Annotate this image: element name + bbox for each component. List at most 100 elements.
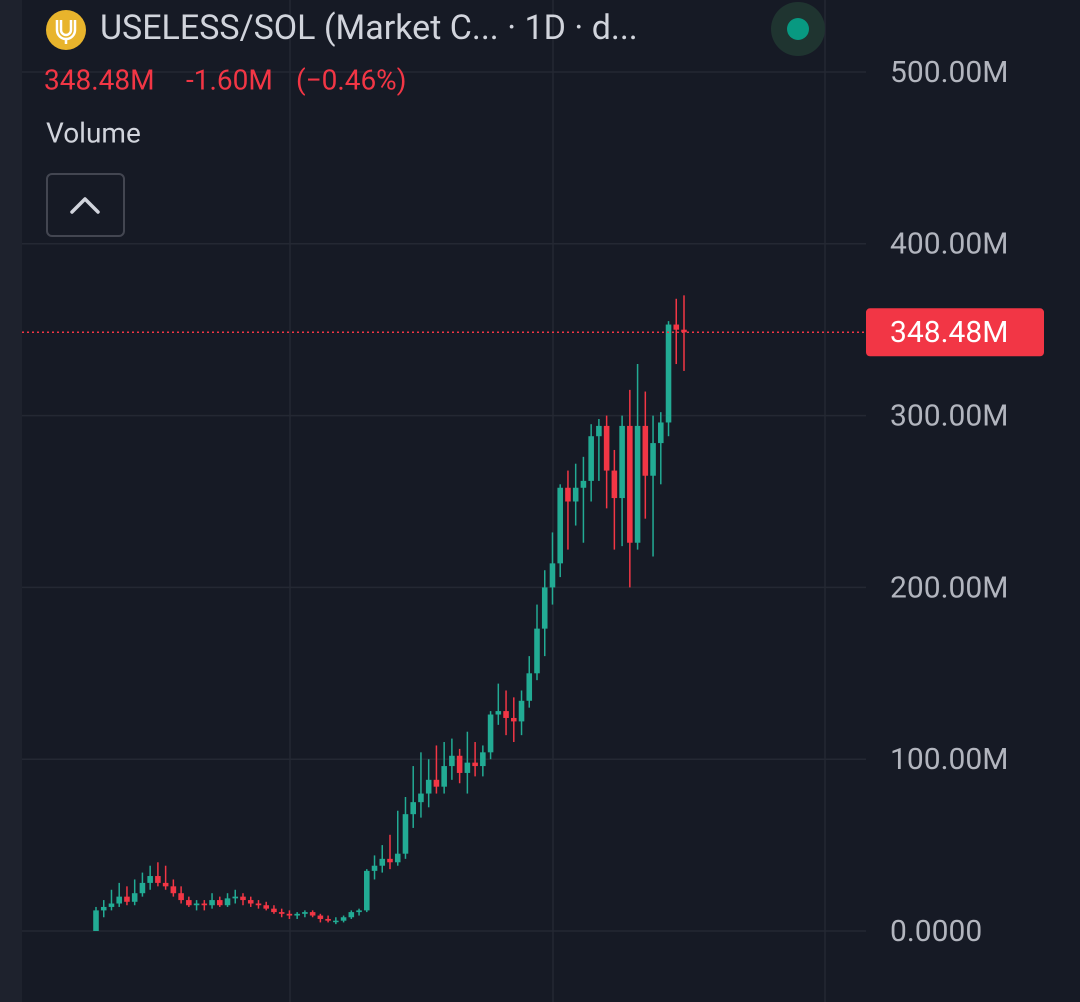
candle-body	[255, 903, 262, 906]
candle-body	[131, 893, 138, 902]
candle-body	[232, 896, 239, 899]
candle-body	[348, 912, 355, 918]
y-tick-label: 0.0000	[890, 914, 982, 949]
candle-body	[418, 793, 424, 803]
y-tick-label: 100.00M	[890, 742, 1008, 777]
candle-body	[526, 673, 533, 701]
candle-body	[178, 893, 184, 901]
candle-body	[325, 918, 331, 921]
candle-body	[588, 436, 594, 481]
candle-body	[209, 900, 215, 906]
chevron-up-icon	[70, 197, 100, 214]
y-tick-label: 300.00M	[890, 399, 1008, 434]
candle-body	[217, 900, 223, 906]
candle-body	[665, 324, 672, 423]
candle-body	[611, 470, 618, 499]
candle-body	[456, 755, 463, 773]
candle-body	[441, 766, 447, 787]
candle-body	[449, 755, 455, 767]
y-tick-label: 500.00M	[890, 55, 1008, 90]
candle-body	[541, 587, 548, 629]
candle-body	[394, 853, 401, 863]
candle-body	[464, 762, 471, 773]
candle-body	[340, 917, 347, 921]
candle-body	[193, 903, 200, 906]
last-price-badge-label: 348.48M	[890, 315, 1008, 350]
candle-body	[294, 913, 300, 916]
chart-title: USELESS/SOL (Market C... · 1D · d...	[100, 8, 638, 48]
indicator-label: Volume	[46, 116, 141, 149]
candle-body	[480, 752, 486, 767]
candle-body	[309, 912, 316, 916]
candle-body	[472, 762, 478, 767]
overlay: 0.0000 100.00M 200.00M 300.00M 400.00M 500.00…	[22, 55, 1044, 949]
candle-body	[371, 865, 378, 871]
candle-body	[673, 324, 680, 330]
candle-body	[534, 628, 540, 674]
candle-body	[356, 910, 362, 913]
candles	[93, 295, 687, 931]
candle-body	[503, 711, 509, 718]
candle-body	[511, 717, 517, 722]
candle-body	[549, 563, 556, 588]
candle-body	[681, 329, 687, 333]
candle-body	[201, 903, 208, 906]
candle-body	[580, 480, 587, 488]
candle-body	[565, 487, 571, 502]
candle-body	[333, 920, 339, 923]
candle-body	[170, 886, 177, 894]
candle-body	[634, 425, 641, 543]
candle-body	[387, 858, 393, 863]
candle-body	[271, 908, 277, 913]
candle-body	[658, 422, 664, 444]
candle-body	[317, 915, 324, 919]
candle-body	[286, 913, 293, 916]
candle-body	[155, 876, 161, 883]
y-tick-label: 200.00M	[890, 570, 1008, 605]
last-price-badge	[866, 308, 1044, 357]
candle-body	[147, 876, 153, 883]
last-price: 348.48M	[44, 63, 155, 96]
candle-body	[627, 425, 633, 543]
candle-body	[108, 903, 115, 907]
candle-body	[186, 900, 192, 906]
status-dot	[787, 18, 809, 40]
candle-body	[650, 443, 656, 476]
candle-body	[619, 425, 625, 499]
candle-body	[557, 487, 563, 564]
side-strip	[0, 0, 22, 1002]
candle-body	[302, 912, 308, 914]
candle-body	[379, 858, 386, 866]
candle-body	[278, 912, 285, 914]
candle-body	[162, 882, 169, 887]
candle-body	[364, 870, 370, 911]
candle-body	[487, 714, 494, 753]
candle-body	[139, 882, 146, 894]
candle-body	[572, 487, 579, 502]
candle-body	[596, 425, 602, 437]
candle-body	[124, 896, 130, 902]
candle-body	[263, 905, 269, 909]
y-tick-label: 400.00M	[890, 227, 1008, 262]
candle-body	[433, 779, 440, 787]
candle-body	[495, 711, 502, 715]
price-change-pct: (−0.46%)	[296, 63, 406, 96]
candle-body	[518, 700, 525, 722]
candle-body	[642, 425, 649, 476]
candle-body	[93, 910, 99, 931]
candle-body	[100, 906, 107, 911]
candle-body	[410, 802, 416, 815]
price-change: -1.60M	[186, 63, 273, 96]
candle-body	[116, 896, 122, 904]
candle-body	[224, 898, 231, 906]
candle-body	[247, 900, 254, 904]
candle-body	[402, 814, 409, 854]
candle-body	[240, 896, 246, 901]
collapse-button[interactable]	[46, 173, 125, 237]
candle-body	[603, 425, 610, 471]
logo-glyph	[55, 20, 77, 44]
candle-body	[425, 779, 432, 794]
